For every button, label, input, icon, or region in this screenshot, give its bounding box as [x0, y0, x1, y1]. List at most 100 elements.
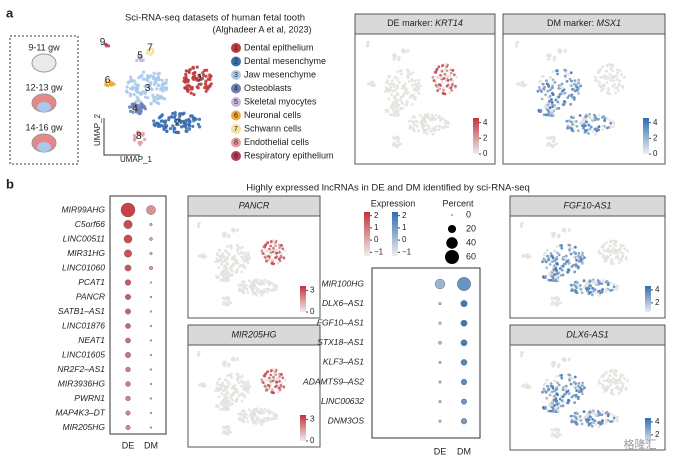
umap-point [612, 376, 615, 380]
umap-point [573, 401, 577, 404]
umap-point [560, 374, 563, 377]
umap-point [515, 44, 518, 48]
umap-point [181, 112, 185, 116]
umap-point [274, 284, 278, 287]
umap-point [601, 116, 604, 119]
text: 7 [147, 43, 153, 54]
umap-point [574, 84, 578, 87]
umap-point [282, 256, 286, 260]
text: MIR100HG [321, 278, 364, 288]
umap-point [568, 248, 571, 252]
umap-point [577, 78, 580, 82]
umap-point [258, 291, 262, 295]
umap-point [549, 382, 553, 385]
umap-point [162, 120, 166, 124]
umap-point [395, 84, 399, 87]
umap-point [595, 79, 599, 83]
umap-point [146, 74, 150, 78]
umap-point [580, 291, 584, 294]
umap-point [160, 78, 164, 82]
colorbar [645, 286, 651, 312]
umap-point [240, 270, 244, 274]
text: 3 [310, 285, 315, 294]
umap-point [601, 244, 605, 248]
percent-dot [447, 224, 457, 234]
text: PCAT1 [78, 277, 105, 287]
umap-point [574, 394, 577, 397]
umap-point [393, 57, 397, 60]
umap-point [112, 82, 116, 86]
umap-point [417, 129, 420, 133]
umap-point [260, 294, 264, 297]
umap-point [601, 128, 604, 132]
umap-point [597, 294, 601, 297]
umap-point [610, 392, 613, 396]
umap-point [601, 374, 605, 377]
umap-point [612, 372, 616, 376]
umap-point [195, 65, 199, 69]
umap-point [250, 416, 253, 420]
text: 4 [483, 118, 488, 127]
dot [460, 300, 468, 308]
umap-point [577, 286, 581, 290]
umap-point [184, 75, 188, 79]
umap-point [610, 258, 614, 261]
umap-point [191, 66, 195, 70]
umap-point [158, 115, 163, 119]
umap-point [598, 81, 601, 85]
umap-point [564, 384, 568, 388]
umap-point [258, 420, 262, 424]
umap-point [616, 71, 619, 75]
umap-point [266, 416, 270, 420]
text: 1 [374, 223, 379, 232]
umap-point [171, 124, 175, 128]
umap-point [405, 68, 409, 72]
umap-point [574, 280, 577, 284]
umap-point [553, 379, 557, 383]
umap-point [222, 404, 226, 408]
umap-point [147, 49, 151, 53]
umap-point [605, 117, 609, 120]
umap-point [611, 84, 614, 88]
umap-point [616, 381, 619, 385]
umap-point [545, 396, 549, 400]
dot [125, 323, 131, 329]
dot [123, 234, 133, 244]
umap-point [226, 255, 229, 259]
umap-point [223, 234, 227, 238]
umap-point [554, 397, 558, 401]
dot [124, 279, 132, 286]
umap-point [159, 119, 163, 123]
umap-point [197, 222, 201, 225]
umap-point [187, 117, 191, 121]
umap-point [133, 102, 137, 106]
umap-point [567, 94, 571, 97]
umap-point [568, 245, 572, 249]
umap-point [522, 384, 526, 388]
umap-point [410, 126, 414, 130]
umap-point [255, 286, 258, 290]
text: ADAMTS9–AS2 [302, 376, 364, 386]
tooth-icon [37, 142, 51, 152]
text: b [6, 176, 14, 191]
umap-point [218, 248, 222, 252]
umap-point [607, 87, 610, 90]
umap-point [557, 365, 560, 369]
umap-point [243, 284, 247, 287]
umap-point [142, 70, 146, 74]
umap-point [226, 425, 230, 428]
umap-point [595, 413, 599, 416]
umap-point [624, 256, 628, 260]
umap-point [609, 240, 612, 244]
text: FGF10–AS1 [317, 317, 365, 327]
umap-point [555, 275, 559, 279]
umap-point [547, 409, 550, 413]
umap-point [244, 384, 248, 388]
umap-point [407, 119, 411, 123]
umap-point [275, 288, 278, 291]
umap-point [130, 79, 134, 83]
umap-point [256, 289, 259, 293]
umap-point [574, 120, 578, 123]
umap-point [216, 381, 220, 384]
umap-point [182, 79, 186, 83]
